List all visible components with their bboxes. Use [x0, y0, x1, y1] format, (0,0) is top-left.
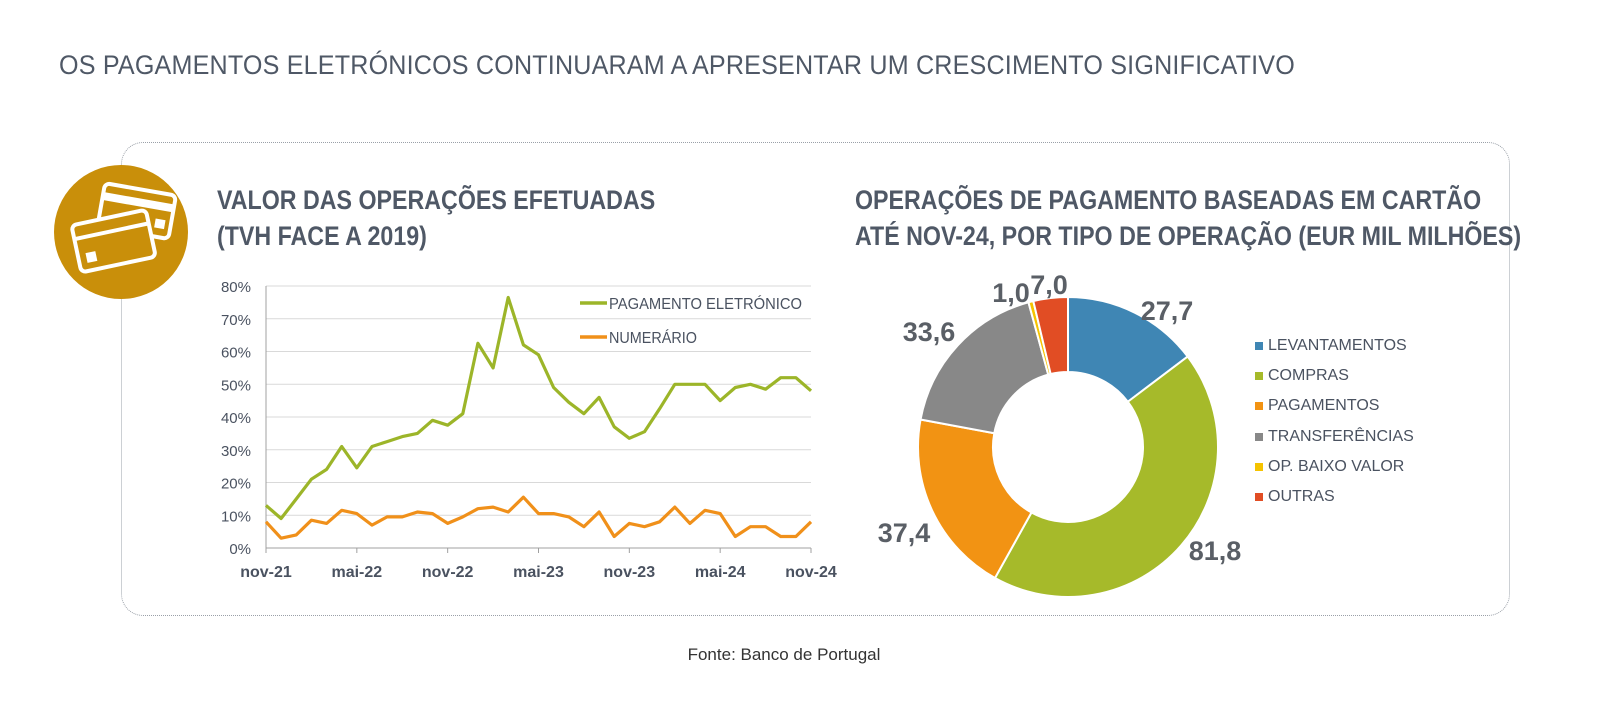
donut-chart-title: OPERAÇÕES DE PAGAMENTO BASEADAS EM CARTÃ… [855, 182, 1521, 254]
payment-badge [54, 165, 188, 299]
legend-item-compras: COMPRAS [1255, 361, 1414, 391]
x-tick-label: nov-22 [422, 564, 474, 581]
y-tick-label: 80% [221, 279, 251, 296]
x-tick-label: nov-24 [785, 564, 837, 581]
y-tick-label: 50% [221, 377, 251, 394]
slice-compras [993, 355, 1219, 598]
legend-label: OUTRAS [1268, 488, 1335, 506]
legend-label: LEVANTAMENTOS [1268, 337, 1407, 355]
legend-swatch [1255, 493, 1263, 502]
legend-swatch [1255, 432, 1263, 441]
source-note: Fonte: Banco de Portugal [687, 645, 881, 664]
x-tick-label: mai-24 [695, 564, 746, 581]
legend-swatch [1255, 402, 1263, 411]
donut-chart-title-line-2: ATÉ NOV-24, POR TIPO DE OPERAÇÃO (EUR MI… [855, 221, 1522, 251]
y-tick-label: 20% [221, 476, 251, 493]
data-label-transferencias: 33,6 [903, 317, 956, 347]
data-label-outras: 7,0 [1030, 270, 1068, 300]
legend-item-transferencias: TRANSFERÊNCIAS [1255, 422, 1414, 452]
data-label-compras: 81,8 [1189, 536, 1242, 566]
slice-transferencias [919, 301, 1050, 435]
series-line-pagamento-eletronico [264, 295, 813, 521]
y-tick-label: 30% [221, 443, 251, 460]
page-title: OS PAGAMENTOS ELETRÓNICOS CONTINUARAM A … [59, 50, 1295, 80]
series-line-numerario [264, 495, 813, 540]
legend-label: TRANSFERÊNCIAS [1268, 427, 1414, 445]
legend-swatch [1255, 372, 1263, 381]
x-tick-label: mai-22 [331, 564, 382, 581]
y-tick-label: 0% [229, 541, 251, 558]
legend-item-op-baixo-valor: OP. BAIXO VALOR [1255, 452, 1414, 482]
legend-swatch [1255, 342, 1263, 351]
slice-pagamentos [917, 418, 1033, 580]
legend-label: PAGAMENTOS [1268, 397, 1380, 415]
legend-label: PAGAMENTO ELETRÓNICO [609, 294, 802, 313]
legend-swatch [1255, 462, 1263, 471]
line-chart-title-line-2: (TVH FACE A 2019) [217, 221, 427, 251]
data-label-op-baixo-valor: 1,0 [992, 278, 1030, 308]
y-tick-label: 70% [221, 312, 251, 329]
donut-chart-title-line-1: OPERAÇÕES DE PAGAMENTO BASEADAS EM CARTÃ… [855, 185, 1482, 215]
x-tick-label: mai-23 [513, 564, 564, 581]
slice-outras [1032, 295, 1069, 376]
x-tick-label: nov-21 [240, 564, 292, 581]
y-tick-label: 60% [221, 345, 251, 362]
data-label-pagamentos: 37,4 [878, 518, 931, 548]
legend-item-levantamentos: LEVANTAMENTOS [1255, 331, 1414, 361]
legend-label: OP. BAIXO VALOR [1268, 457, 1405, 475]
credit-cards-icon [70, 181, 178, 274]
line-chart-title: VALOR DAS OPERAÇÕES EFETUADAS (TVH FACE … [217, 182, 655, 254]
x-tick-label: nov-23 [604, 564, 656, 581]
line-chart-title-line-1: VALOR DAS OPERAÇÕES EFETUADAS [217, 185, 656, 215]
data-label-levantamentos: 27,7 [1141, 296, 1194, 326]
legend-label: COMPRAS [1268, 367, 1349, 385]
legend-item-pagamentos: PAGAMENTOS [1255, 391, 1414, 421]
legend-label: NUMERÁRIO [609, 328, 697, 347]
y-tick-label: 10% [221, 508, 251, 525]
legend-item-outras: OUTRAS [1255, 482, 1414, 512]
y-tick-label: 40% [221, 410, 251, 427]
donut-legend: LEVANTAMENTOS COMPRAS PAGAMENTOS TRANSFE… [1255, 331, 1414, 512]
chart-panel-frame [121, 142, 1510, 616]
